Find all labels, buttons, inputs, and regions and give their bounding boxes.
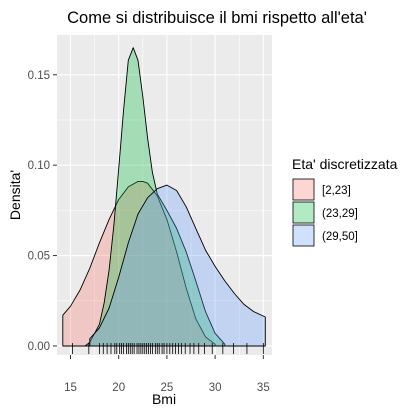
legend: Eta' discretizzata [2,23] (23,29] (29,50] — [292, 156, 398, 247]
x-tick-label: 35 — [257, 382, 270, 394]
x-tick-label: 30 — [209, 382, 222, 394]
density-areas — [62, 47, 266, 347]
density-area — [89, 184, 266, 347]
plot-panel — [57, 35, 272, 355]
density-area — [62, 180, 216, 347]
legend-key-bg — [292, 201, 315, 224]
x-tick-label: 15 — [64, 382, 77, 394]
legend-label: (29,50] — [322, 231, 358, 243]
y-tick-label: 0.05 — [28, 251, 50, 263]
legend-swatch — [292, 224, 315, 247]
legend-key-bg — [292, 178, 315, 201]
legend-swatch — [292, 201, 315, 224]
chart-title: Come si distribuisce il bmi rispetto all… — [67, 9, 367, 27]
y-tick-label: 0.00 — [28, 341, 50, 353]
y-tick-label: 0.10 — [28, 160, 50, 172]
x-axis-title: Bmi — [152, 391, 176, 407]
grid-lines — [57, 35, 272, 355]
legend-key-bg — [292, 224, 315, 247]
rug-marks — [72, 343, 264, 354]
y-tick-label: 0.15 — [28, 70, 50, 82]
legend-label: (23,29] — [322, 208, 358, 220]
x-tick-label: 20 — [112, 382, 125, 394]
y-axis-title: Densita' — [7, 170, 23, 220]
legend-label: [2,23] — [322, 185, 351, 197]
legend-title: Eta' discretizzata — [292, 156, 398, 172]
legend-swatch — [292, 178, 315, 201]
axis-ticks: 15 20 25 30 35 0.00 0.05 0.10 0.15 — [28, 70, 270, 394]
x-tick-label: 25 — [161, 382, 174, 394]
